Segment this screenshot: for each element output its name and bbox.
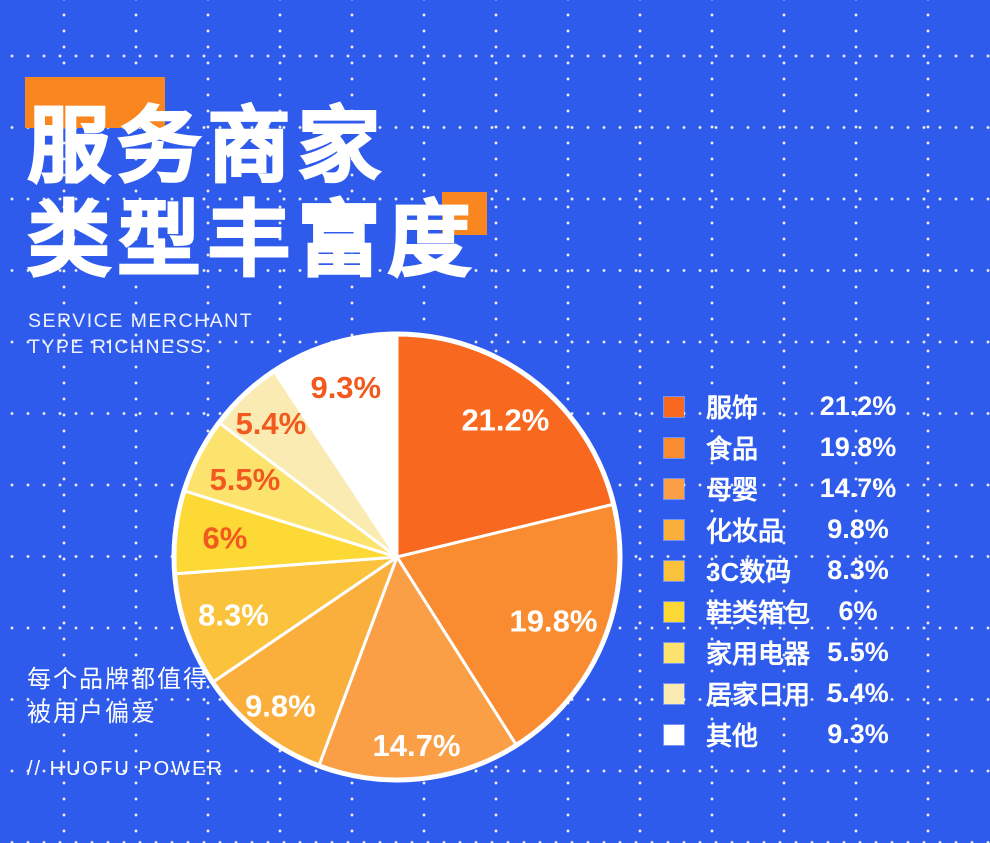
legend-row-3C数码: 3C数码 8.3%	[664, 550, 964, 591]
legend-row-食品: 食品 19.8%	[664, 427, 964, 468]
legend-row-家用电器: 家用电器 5.5%	[664, 632, 964, 673]
pie-slice-母婴	[317, 555, 518, 781]
legend-swatch-3C数码	[664, 560, 684, 581]
legend-value-其他: 9.3%	[827, 719, 889, 749]
legend-row-服饰: 服饰 21.2%	[664, 386, 964, 427]
pie-slice-label-其他: 9.3%	[310, 370, 381, 405]
legend-row-母婴: 母婴 14.7%	[664, 468, 964, 509]
pie-slice-label-鞋类箱包: 6%	[202, 521, 247, 556]
legend-swatch-食品	[664, 437, 684, 458]
legend-label-鞋类箱包: 鞋类箱包	[706, 598, 811, 628]
pie-slice-化妆品	[211, 555, 399, 767]
pie-slice-其他	[273, 333, 399, 559]
title-accent-rect-top	[25, 77, 165, 128]
legend-row-居家日用: 居家日用 5.4%	[664, 673, 964, 714]
pie-slice-label-3C数码: 8.3%	[198, 597, 269, 632]
legend-value-3C数码: 8.3%	[827, 555, 889, 585]
chart-legend: 服饰 21.2% 食品 19.8% 母婴 14.7% 化妆品 9.8% 3C数码 8.3% 鞋类箱包…	[664, 386, 964, 755]
pie-slice-食品	[395, 503, 621, 746]
legend-value-服饰: 21.2%	[819, 391, 897, 421]
legend-label-食品: 食品	[706, 434, 759, 464]
page-title-line2: 类型丰富度	[27, 194, 479, 288]
tagline: 每个品牌都值得 被用户偏爱	[27, 663, 209, 731]
legend-label-服饰: 服饰	[706, 393, 759, 423]
legend-label-3C数码: 3C数码	[706, 557, 792, 587]
title-accent-rect-bottom	[442, 192, 487, 235]
legend-value-母婴: 14.7%	[819, 473, 897, 503]
legend-row-其他: 其他 9.3%	[664, 714, 964, 755]
page-title: 服务商家 类型丰富度	[27, 100, 479, 288]
page-title-line1: 服务商家	[27, 100, 389, 194]
legend-swatch-化妆品	[664, 519, 684, 540]
legend-swatch-居家日用	[664, 683, 684, 704]
pie-chart-svg: 21.2% 19.8% 14.7% 9.8% 8.3% 6% 5.5% 5.4%9.3%	[171, 331, 623, 783]
page-subtitle-line1: SERVICE MERCHANT	[28, 310, 254, 332]
legend-swatch-母婴	[664, 478, 684, 499]
legend-value-居家日用: 5.4%	[827, 678, 889, 708]
pie-slice-label-服饰: 21.2%	[461, 402, 549, 437]
legend-label-母婴: 母婴	[706, 475, 759, 505]
brand-text: // HUOFU POWER	[27, 758, 224, 780]
pie-slice-label-居家日用: 5.4%	[236, 406, 307, 441]
pie-slice-服饰	[395, 333, 615, 559]
pie-chart: 21.2% 19.8% 14.7% 9.8% 8.3% 6% 5.5% 5.4% 9.3%	[167, 327, 627, 787]
legend-label-家用电器: 家用电器	[706, 639, 811, 669]
pie-slice-label-化妆品: 9.8%	[245, 689, 316, 724]
pie-slice-3C数码	[174, 555, 399, 684]
page-subtitle-line2: TYPE RICHNESS	[28, 336, 205, 358]
legend-swatch-其他	[664, 724, 684, 745]
tagline-line1: 每个品牌都值得	[27, 666, 209, 693]
legend-label-居家日用: 居家日用	[706, 680, 811, 710]
tagline-line2: 被用户偏爱	[27, 700, 157, 727]
page-subtitle: SERVICE MERCHANT TYPE RICHNESS	[28, 308, 253, 360]
pie-slice-label-家用电器: 5.5%	[210, 462, 281, 497]
pie-slice-label-食品: 19.8%	[510, 603, 598, 638]
legend-label-化妆品: 化妆品	[706, 516, 785, 546]
legend-swatch-家用电器	[664, 642, 684, 663]
legend-row-鞋类箱包: 鞋类箱包 6%	[664, 591, 964, 632]
pie-slice-label-母婴: 14.7%	[373, 728, 461, 763]
legend-value-化妆品: 9.8%	[827, 514, 889, 544]
legend-value-鞋类箱包: 6%	[838, 596, 878, 626]
legend-row-化妆品: 化妆品 9.8%	[664, 509, 964, 550]
legend-value-家用电器: 5.5%	[827, 637, 889, 667]
legend-swatch-服饰	[664, 396, 684, 417]
legend-value-食品: 19.8%	[819, 432, 897, 462]
legend-label-其他: 其他	[706, 721, 759, 751]
legend-swatch-鞋类箱包	[664, 601, 684, 622]
